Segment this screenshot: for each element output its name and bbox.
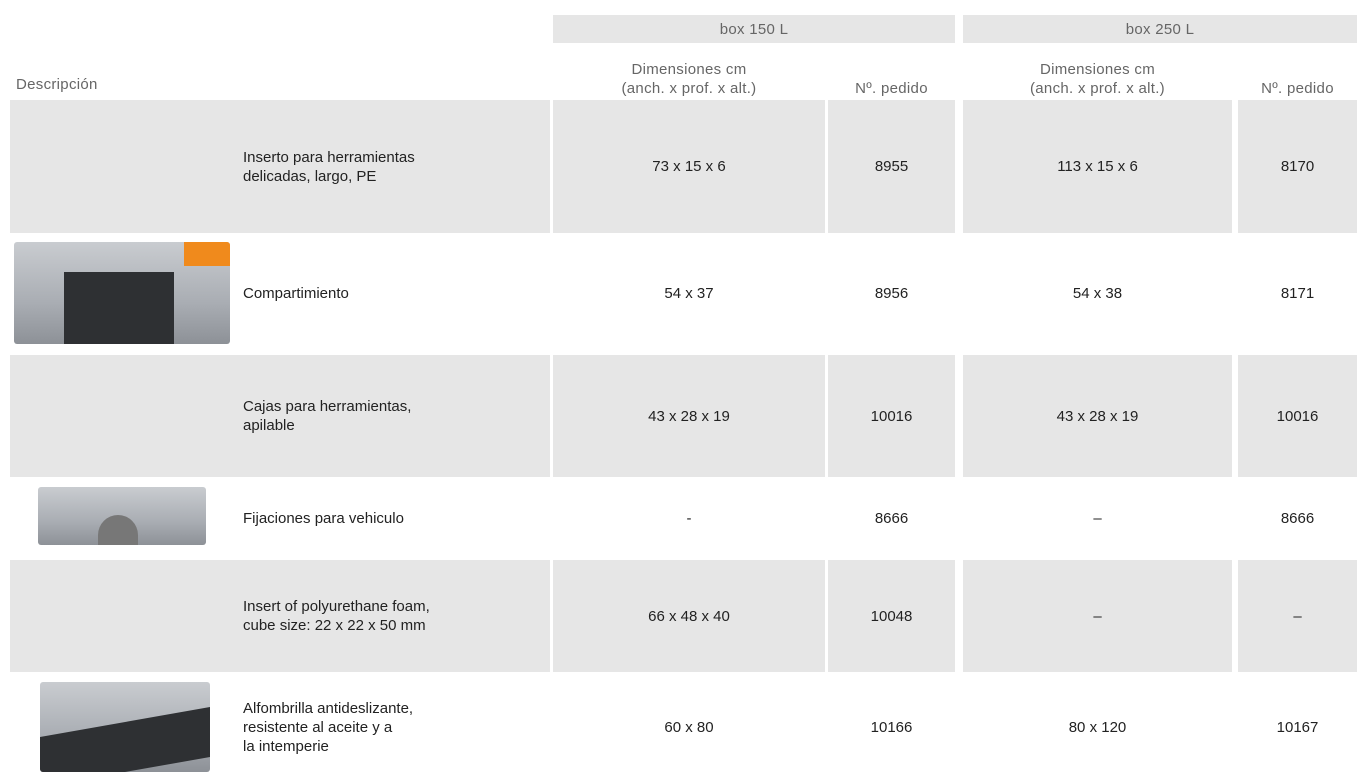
table-cell: 8956 — [874, 285, 909, 302]
table-cell: 54 x 38 — [1072, 285, 1123, 302]
description-text: Inserto para herramientas delicadas, larg… — [243, 100, 543, 233]
product-image — [14, 242, 230, 344]
table-cell: 10167 — [1276, 719, 1319, 736]
text-line: la intemperie — [243, 738, 329, 755]
text-line: apilable — [243, 417, 295, 434]
table-cell: 10048 — [828, 560, 955, 672]
text-line: Dimensiones cm — [631, 61, 747, 78]
table-cell: 80 x 120 — [1068, 719, 1127, 736]
description-text: Alfombrilla antideslizante, resistente al… — [243, 680, 543, 775]
product-image — [38, 487, 206, 545]
description-text: Fijaciones para vehiculo — [243, 485, 543, 552]
table-cell: 8171 — [1280, 285, 1315, 302]
product-image — [14, 563, 230, 667]
text-line: delicadas, largo, PE — [243, 167, 377, 185]
table-cell: 43 x 28 x 19 — [553, 355, 825, 477]
text-line: Fijaciones para vehiculo — [243, 510, 404, 527]
table-cell: 43 x 28 x 19 — [963, 355, 1232, 477]
table-cell: – — [963, 560, 1232, 672]
column-header: Descripción — [10, 48, 550, 98]
table-cell: 10016 — [828, 355, 955, 477]
table-cell: 66 x 48 x 40 — [553, 560, 825, 672]
description-text: Cajas para herramientas, apilable — [243, 355, 543, 477]
group-header: box 150 L — [553, 15, 955, 43]
text-line: Nº. pedido — [1261, 80, 1334, 97]
text-line: Insert of polyurethane foam, — [243, 598, 430, 615]
text-line: Descripción — [16, 76, 98, 93]
table-cell: 60 x 80 — [664, 719, 714, 736]
table-cell: 73 x 15 x 6 — [553, 100, 825, 233]
column-header: Dimensiones cm (anch. x prof. x alt.) — [553, 48, 825, 98]
description-text: Compartimiento — [243, 240, 543, 347]
text-line: (anch. x prof. x alt.) — [621, 80, 757, 97]
table-cell: 8170 — [1238, 100, 1357, 233]
column-header: Nº. pedido — [828, 48, 955, 98]
product-image — [14, 104, 230, 228]
table-cell: 8666 — [1280, 510, 1315, 527]
table-cell: 10166 — [870, 719, 913, 736]
table-cell: 10016 — [1238, 355, 1357, 477]
text-line: Inserto para herramientas — [243, 148, 415, 166]
table-cell: – — [1238, 560, 1357, 672]
table-cell: 8666 — [874, 510, 909, 527]
text-line: (anch. x prof. x alt.) — [1030, 80, 1165, 97]
text-line: cube size: 22 x 22 x 50 mm — [243, 617, 426, 634]
column-header: Dimensiones cm (anch. x prof. x alt.) — [963, 48, 1232, 98]
text-line: Cajas para herramientas, — [243, 398, 412, 415]
table-cell: 8955 — [828, 100, 955, 233]
text-line: Compartimiento — [243, 285, 349, 302]
text-line: Nº. pedido — [855, 80, 928, 97]
text-line: Dimensiones cm — [1039, 61, 1156, 78]
table-cell: 113 x 15 x 6 — [963, 100, 1232, 233]
table-cell: - — [686, 510, 692, 527]
table-cell: 54 x 37 — [664, 285, 714, 302]
text-line: resistente al aceite y a — [243, 719, 393, 736]
product-image — [42, 358, 212, 472]
text-line: Alfombrilla antideslizante, — [243, 700, 414, 717]
product-image — [40, 682, 210, 772]
column-header: Nº. pedido — [1238, 48, 1357, 98]
table-cell: – — [1093, 510, 1102, 527]
group-header: box 250 L — [963, 15, 1357, 43]
description-text: Insert of polyurethane foam, cube size: 2… — [243, 560, 543, 672]
